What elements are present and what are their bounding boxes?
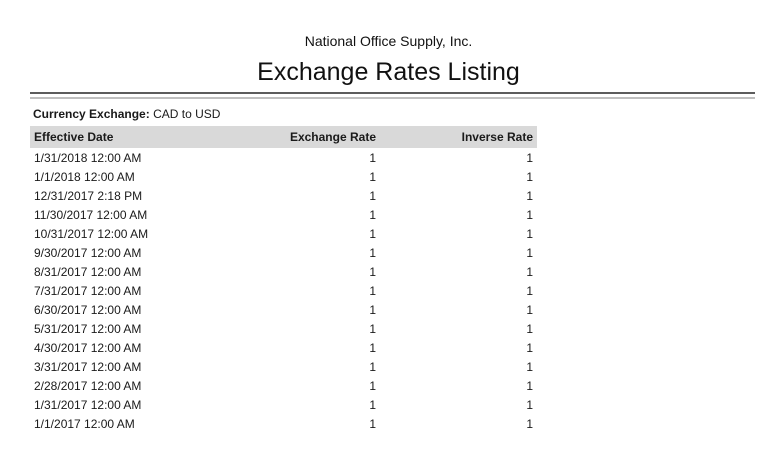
exchange-rate-cell: 1 xyxy=(369,340,376,355)
effective-date-cell: 5/31/2017 12:00 AM xyxy=(34,321,142,336)
exchange-rate-cell: 1 xyxy=(369,283,376,298)
effective-date-cell: 1/1/2017 12:00 AM xyxy=(34,416,135,431)
inverse-rate-cell: 1 xyxy=(526,207,533,222)
inverse-rate-cell: 1 xyxy=(526,397,533,412)
exchange-rate-cell: 1 xyxy=(369,245,376,260)
table-row: 8/31/2017 12:00 AM 1 1 xyxy=(30,262,537,281)
table-header-row: Effective Date Exchange Rate Inverse Rat… xyxy=(30,126,537,148)
currency-exchange-value: CAD to USD xyxy=(153,107,221,121)
effective-date-cell: 3/31/2017 12:00 AM xyxy=(34,359,142,374)
table-row: 3/31/2017 12:00 AM 1 1 xyxy=(30,357,537,376)
col-header-effective-date: Effective Date xyxy=(30,126,252,148)
report-page: National Office Supply, Inc. Exchange Ra… xyxy=(0,33,777,453)
effective-date-cell: 9/30/2017 12:00 AM xyxy=(34,245,142,260)
inverse-rate-cell: 1 xyxy=(526,321,533,336)
inverse-rate-cell: 1 xyxy=(526,188,533,203)
table-row: 6/30/2017 12:00 AM 1 1 xyxy=(30,300,537,319)
table-row: 2/28/2017 12:00 AM 1 1 xyxy=(30,376,537,395)
table-row: 1/1/2017 12:00 AM 1 1 xyxy=(30,414,537,433)
exchange-rate-cell: 1 xyxy=(369,397,376,412)
exchange-rate-cell: 1 xyxy=(369,226,376,241)
exchange-rate-cell: 1 xyxy=(369,359,376,374)
table-row: 4/30/2017 12:00 AM 1 1 xyxy=(30,338,537,357)
effective-date-cell: 10/31/2017 12:00 AM xyxy=(34,226,149,241)
col-header-exchange-rate: Exchange Rate xyxy=(252,126,380,148)
effective-date-cell: 8/31/2017 12:00 AM xyxy=(34,264,142,279)
effective-date-cell: 11/30/2017 12:00 AM xyxy=(34,207,148,222)
inverse-rate-cell: 1 xyxy=(526,226,533,241)
inverse-rate-cell: 1 xyxy=(526,340,533,355)
exchange-rate-cell: 1 xyxy=(369,321,376,336)
effective-date-cell: 6/30/2017 12:00 AM xyxy=(34,302,142,317)
table-row: 9/30/2017 12:00 AM 1 1 xyxy=(30,243,537,262)
rates-table-body: 1/31/2018 12:00 AM 1 1 1/1/2018 12:00 AM 1 1 1… xyxy=(30,148,537,433)
col-header-inverse-rate: Inverse Rate xyxy=(380,126,537,148)
effective-date-cell: 2/28/2017 12:00 AM xyxy=(34,378,142,393)
inverse-rate-cell: 1 xyxy=(526,416,533,431)
exchange-rate-cell: 1 xyxy=(369,207,376,222)
table-row: 5/31/2017 12:00 AM 1 1 xyxy=(30,319,537,338)
company-name: National Office Supply, Inc. xyxy=(304,33,473,49)
effective-date-cell: 12/31/2017 2:18 PM xyxy=(34,188,143,203)
exchange-rate-cell: 1 xyxy=(369,188,376,203)
table-row: 7/31/2017 12:00 AM 1 1 xyxy=(30,281,537,300)
table-row: 12/31/2017 2:18 PM 1 1 xyxy=(30,186,537,205)
effective-date-cell: 4/30/2017 12:00 AM xyxy=(34,340,142,355)
effective-date-cell: 7/31/2017 12:00 AM xyxy=(34,283,142,298)
table-row: 1/31/2017 12:00 AM 1 1 xyxy=(30,395,537,414)
inverse-rate-cell: 1 xyxy=(526,169,533,184)
inverse-rate-cell: 1 xyxy=(526,302,533,317)
currency-exchange-line: Currency Exchange: CAD to USD xyxy=(33,107,777,122)
exchange-rate-cell: 1 xyxy=(369,378,376,393)
inverse-rate-cell: 1 xyxy=(526,150,533,165)
inverse-rate-cell: 1 xyxy=(526,283,533,298)
exchange-rate-cell: 1 xyxy=(369,264,376,279)
inverse-rate-cell: 1 xyxy=(526,359,533,374)
title-divider-rule xyxy=(30,92,755,99)
table-row: 1/31/2018 12:00 AM 1 1 xyxy=(30,148,537,167)
table-row: 10/31/2017 12:00 AM 1 1 xyxy=(30,224,537,243)
inverse-rate-cell: 1 xyxy=(526,378,533,393)
exchange-rate-cell: 1 xyxy=(369,416,376,431)
report-title: Exchange Rates Listing xyxy=(257,58,520,86)
table-row: 11/30/2017 12:00 AM 1 1 xyxy=(30,205,537,224)
rates-table: Effective Date Exchange Rate Inverse Rat… xyxy=(30,126,537,433)
exchange-rate-cell: 1 xyxy=(369,150,376,165)
effective-date-cell: 1/31/2017 12:00 AM xyxy=(34,397,142,412)
inverse-rate-cell: 1 xyxy=(526,245,533,260)
table-row: 1/1/2018 12:00 AM 1 1 xyxy=(30,167,537,186)
exchange-rate-cell: 1 xyxy=(369,169,376,184)
inverse-rate-cell: 1 xyxy=(526,264,533,279)
effective-date-cell: 1/31/2018 12:00 AM xyxy=(34,150,142,165)
effective-date-cell: 1/1/2018 12:00 AM xyxy=(34,169,135,184)
exchange-rate-cell: 1 xyxy=(369,302,376,317)
currency-exchange-label: Currency Exchange: xyxy=(33,107,150,121)
